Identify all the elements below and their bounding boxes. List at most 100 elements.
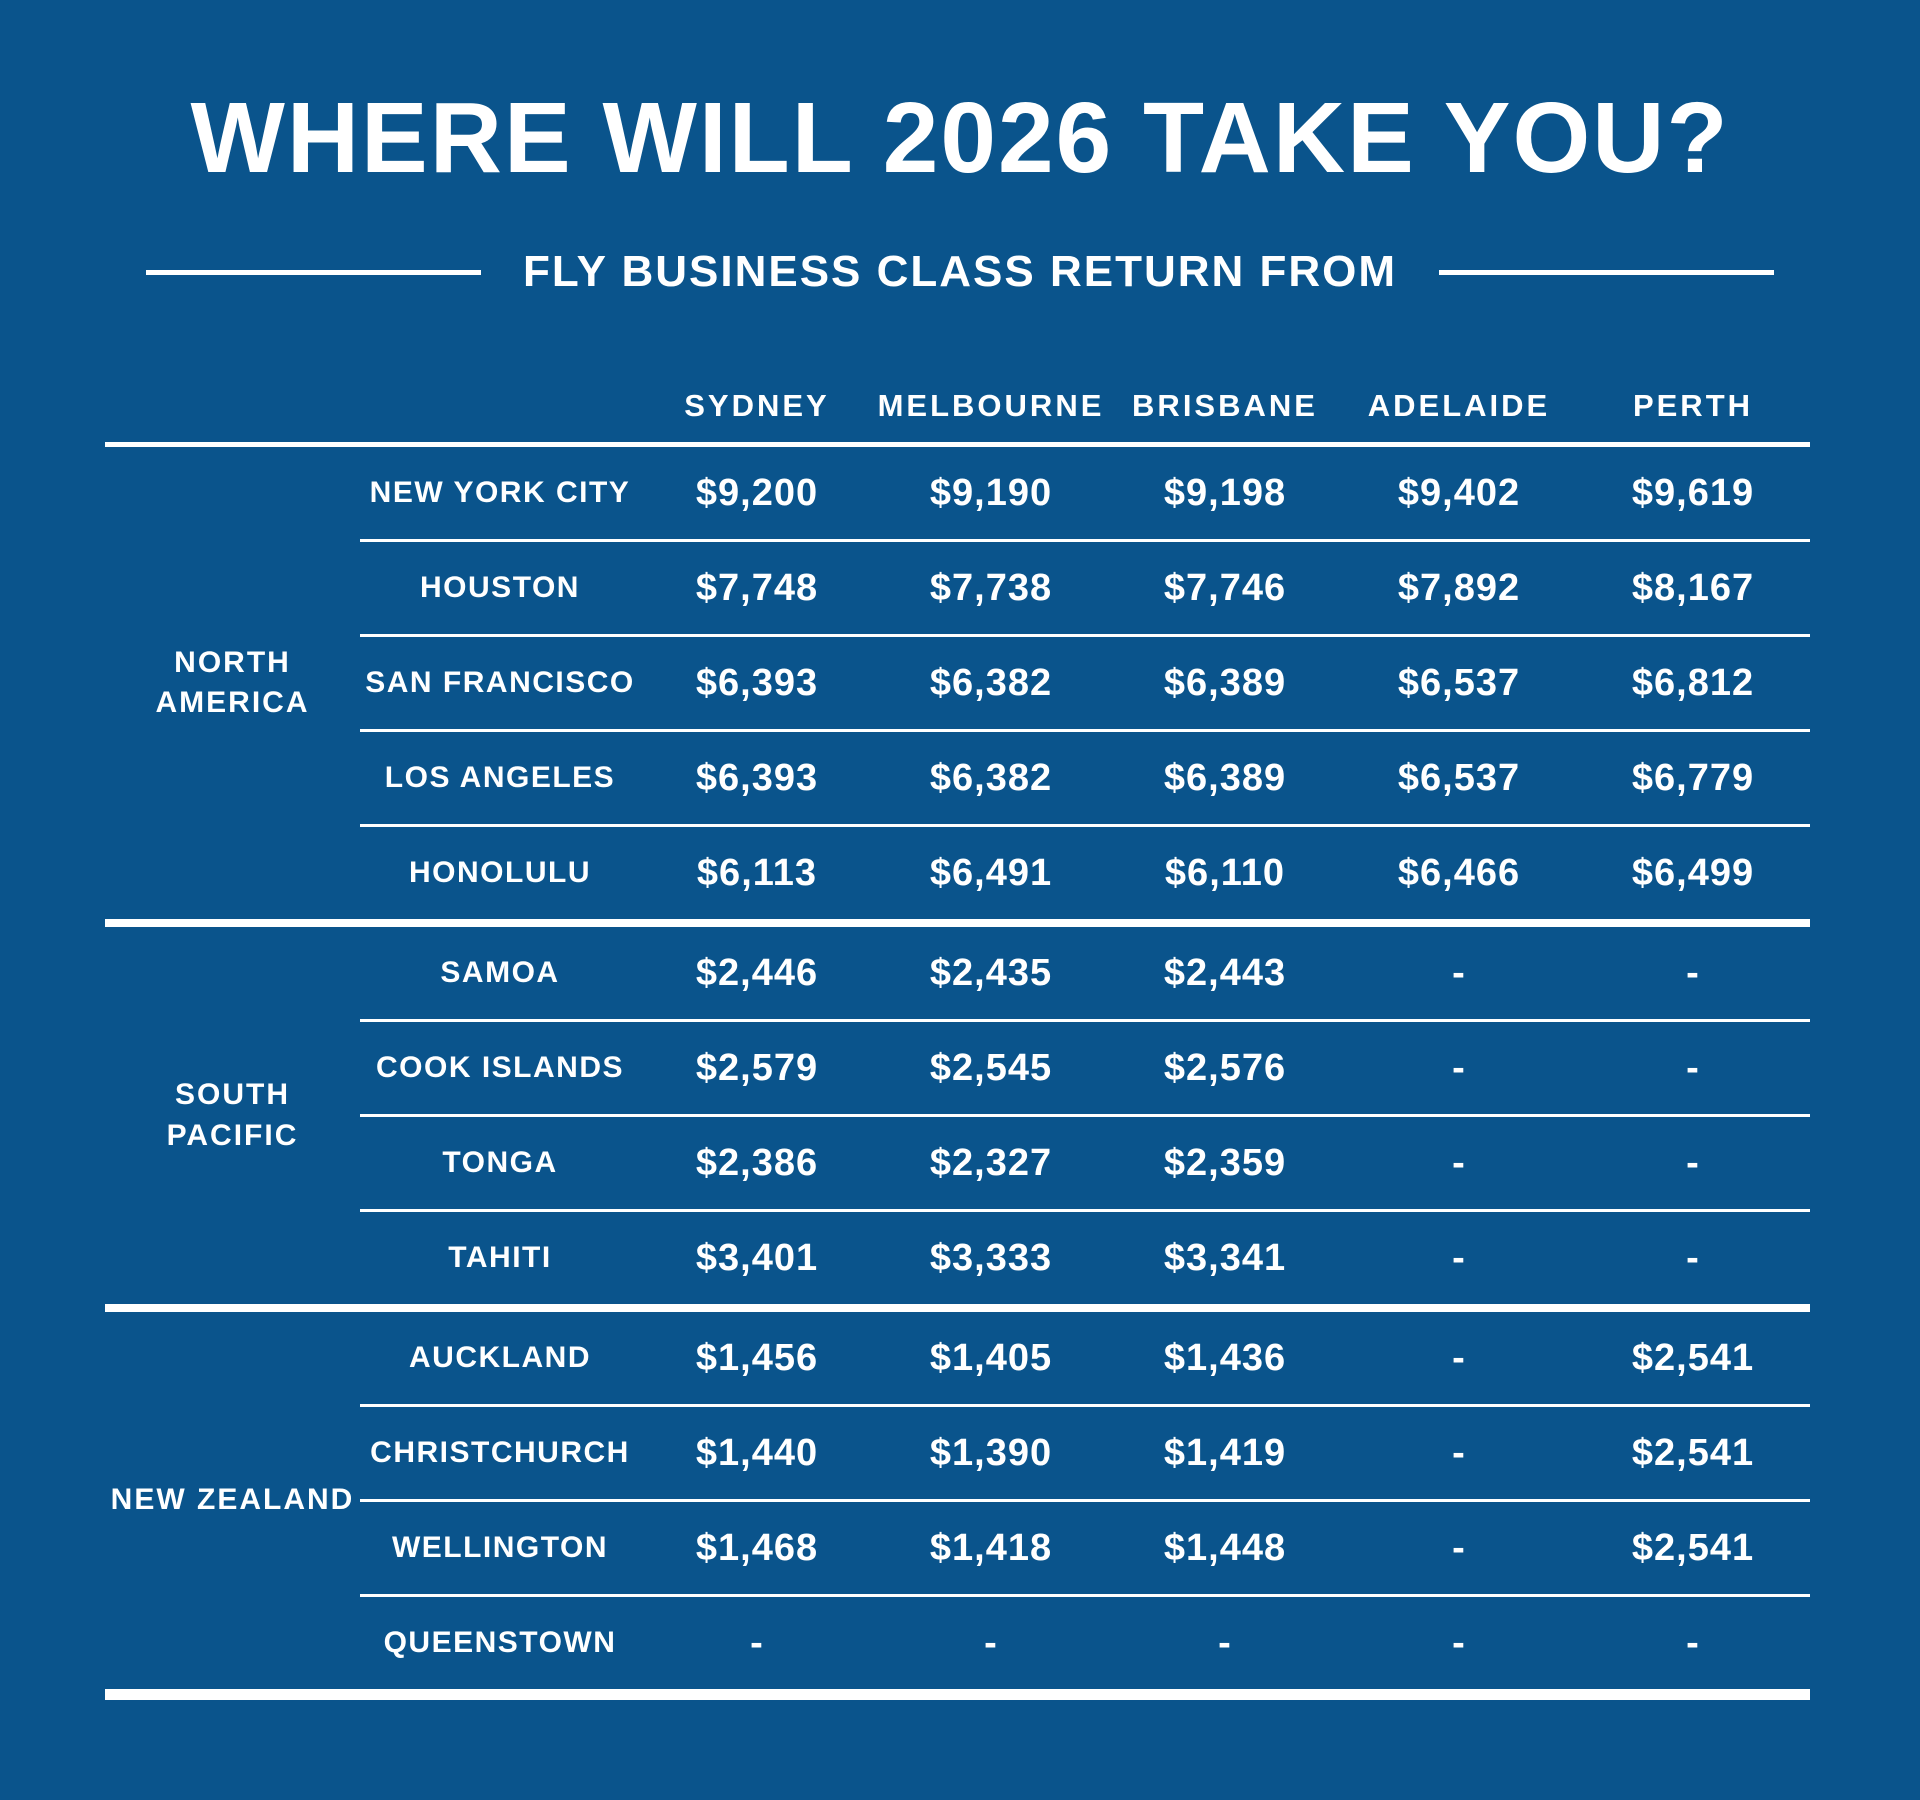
fare-queenstown-perth: - <box>1686 1621 1700 1664</box>
page-subtitle: FLY BUSINESS CLASS RETURN FROM <box>522 247 1398 296</box>
destination-label-tahiti: TAHITI <box>448 1241 552 1274</box>
fare-cook-islands-adelaide: - <box>1452 1046 1466 1089</box>
fare-row-queenstown: QUEENSTOWN - - - - - <box>360 1597 1810 1689</box>
fare-wellington-melbourne: $1,418 <box>929 1526 1053 1569</box>
destination-label-houston: HOUSTON <box>420 571 580 604</box>
fare-row-honolulu: HONOLULU $6,113 $6,491 $6,110 $6,466 $6,499 <box>360 827 1810 919</box>
region-label-new-zealand: NEW ZEALAND <box>110 1483 355 1517</box>
fare-tonga-melbourne: $2,327 <box>929 1141 1053 1184</box>
fare-tonga-adelaide: - <box>1452 1141 1466 1184</box>
destination-label-cook-islands: COOK ISLANDS <box>375 1051 624 1084</box>
fare-queenstown-sydney: - <box>750 1621 764 1664</box>
fare-san-francisco-perth: $6,812 <box>1631 661 1755 704</box>
fare-samoa-sydney: $2,446 <box>695 951 819 994</box>
fare-new-york-city-brisbane: $9,198 <box>1163 471 1287 514</box>
fare-christchurch-sydney: $1,440 <box>695 1431 819 1474</box>
group-separator-rule <box>105 1304 1810 1312</box>
fare-los-angeles-adelaide: $6,537 <box>1397 756 1521 799</box>
fare-houston-brisbane: $7,746 <box>1163 566 1287 609</box>
fare-tonga-sydney: $2,386 <box>695 1141 819 1184</box>
fare-los-angeles-brisbane: $6,389 <box>1163 756 1287 799</box>
fare-christchurch-perth: $2,541 <box>1631 1431 1755 1474</box>
region-rows-new-zealand: AUCKLAND $1,456 $1,405 $1,436 - $2,541 CHRISTC… <box>360 1312 1810 1689</box>
subtitle-right-rule <box>1439 269 1775 275</box>
fare-christchurch-brisbane: $1,419 <box>1163 1431 1287 1474</box>
destination-label-auckland: AUCKLAND <box>409 1341 591 1374</box>
fare-wellington-perth: $2,541 <box>1631 1526 1755 1569</box>
fare-tahiti-melbourne: $3,333 <box>929 1236 1053 1279</box>
bottom-rule <box>105 1689 1810 1700</box>
destination-label-wellington: WELLINGTON <box>391 1531 609 1564</box>
fare-row-samoa: SAMOA $2,446 $2,435 $2,443 - - <box>360 927 1810 1022</box>
fare-queenstown-adelaide: - <box>1452 1621 1466 1664</box>
fare-san-francisco-brisbane: $6,389 <box>1163 661 1287 704</box>
region-label-north-america: NORTH AMERICA <box>155 645 310 720</box>
fare-wellington-brisbane: $1,448 <box>1163 1526 1287 1569</box>
fare-row-tonga: TONGA $2,386 $2,327 $2,359 - - <box>360 1117 1810 1212</box>
fare-auckland-brisbane: $1,436 <box>1163 1336 1287 1379</box>
fare-queenstown-melbourne: - <box>984 1621 998 1664</box>
fare-houston-melbourne: $7,738 <box>929 566 1053 609</box>
destination-label-samoa: SAMOA <box>440 956 560 989</box>
group-separator-rule <box>105 919 1810 927</box>
fare-honolulu-adelaide: $6,466 <box>1397 851 1521 894</box>
fare-row-auckland: AUCKLAND $1,456 $1,405 $1,436 - $2,541 <box>360 1312 1810 1407</box>
header-rule <box>105 442 1810 447</box>
fare-auckland-perth: $2,541 <box>1631 1336 1755 1379</box>
fare-los-angeles-perth: $6,779 <box>1631 756 1755 799</box>
destination-label-san-francisco: SAN FRANCISCO <box>365 666 635 699</box>
fare-row-cook-islands: COOK ISLANDS $2,579 $2,545 $2,576 - - <box>360 1022 1810 1117</box>
fare-row-houston: HOUSTON $7,748 $7,738 $7,746 $7,892 $8,167 <box>360 542 1810 637</box>
origin-header-perth: PERTH <box>1632 388 1754 423</box>
subtitle-left-rule <box>145 269 481 275</box>
fare-row-san-francisco: SAN FRANCISCO $6,393 $6,382 $6,389 $6,537 $6,… <box>360 637 1810 732</box>
fare-samoa-perth: - <box>1686 951 1700 994</box>
fare-san-francisco-melbourne: $6,382 <box>929 661 1053 704</box>
fare-samoa-brisbane: $2,443 <box>1163 951 1287 994</box>
destination-label-new-york-city: NEW YORK CITY <box>369 476 631 509</box>
region-group-north-america: NORTH AMERICA NEW YORK CITY $9,200 $9,190 $9… <box>105 447 1810 919</box>
fare-tahiti-perth: - <box>1686 1236 1700 1279</box>
fare-tonga-perth: - <box>1686 1141 1700 1184</box>
fare-los-angeles-melbourne: $6,382 <box>929 756 1053 799</box>
fare-auckland-melbourne: $1,405 <box>929 1336 1053 1379</box>
fare-samoa-adelaide: - <box>1452 951 1466 994</box>
destination-label-christchurch: CHRISTCHURCH <box>370 1436 630 1469</box>
fare-tahiti-sydney: $3,401 <box>695 1236 819 1279</box>
fare-new-york-city-perth: $9,619 <box>1631 471 1755 514</box>
fare-wellington-adelaide: - <box>1452 1526 1466 1569</box>
origin-header-adelaide: ADELAIDE <box>1367 388 1551 423</box>
fare-row-tahiti: TAHITI $3,401 $3,333 $3,341 - - <box>360 1212 1810 1304</box>
origin-header-brisbane: BRISBANE <box>1132 388 1318 423</box>
fare-tonga-brisbane: $2,359 <box>1163 1141 1287 1184</box>
fare-new-york-city-melbourne: $9,190 <box>929 471 1053 514</box>
fare-christchurch-melbourne: $1,390 <box>929 1431 1053 1474</box>
fare-honolulu-perth: $6,499 <box>1631 851 1755 894</box>
region-label-south-pacific: SOUTH PACIFIC <box>166 1078 299 1152</box>
fare-new-york-city-sydney: $9,200 <box>695 471 819 514</box>
fare-christchurch-adelaide: - <box>1452 1431 1466 1474</box>
region-rows-south-pacific: SAMOA $2,446 $2,435 $2,443 - - COOK ISLANDS $2,… <box>360 927 1810 1304</box>
fare-san-francisco-sydney: $6,393 <box>695 661 819 704</box>
fare-houston-perth: $8,167 <box>1631 566 1755 609</box>
subtitle-row: FLY BUSINESS CLASS RETURN FROM <box>0 250 1920 294</box>
fare-cook-islands-sydney: $2,579 <box>695 1046 819 1089</box>
fare-cook-islands-brisbane: $2,576 <box>1163 1046 1287 1089</box>
fare-san-francisco-adelaide: $6,537 <box>1397 661 1521 704</box>
fare-auckland-adelaide: - <box>1452 1336 1466 1379</box>
fare-row-los-angeles: LOS ANGELES $6,393 $6,382 $6,389 $6,537 $6,77… <box>360 732 1810 827</box>
fare-auckland-sydney: $1,456 <box>695 1336 819 1379</box>
destination-label-los-angeles: LOS ANGELES <box>384 761 616 794</box>
table-body: NORTH AMERICA NEW YORK CITY $9,200 $9,190 $9… <box>105 447 1810 1689</box>
fare-houston-adelaide: $7,892 <box>1397 566 1521 609</box>
fare-queenstown-brisbane: - <box>1218 1621 1232 1664</box>
fare-table: SYDNEY MELBOURNE BRISBANE ADELAIDE PERTH NOR… <box>105 370 1810 1700</box>
origin-header-sydney: SYDNEY <box>684 388 830 423</box>
fare-honolulu-melbourne: $6,491 <box>929 851 1053 894</box>
fare-honolulu-brisbane: $6,110 <box>1164 851 1286 894</box>
fare-cook-islands-melbourne: $2,545 <box>929 1046 1053 1089</box>
region-rows-north-america: NEW YORK CITY $9,200 $9,190 $9,198 $9,402 $9,… <box>360 447 1810 919</box>
origin-header-melbourne: MELBOURNE <box>877 388 1105 423</box>
region-group-new-zealand: NEW ZEALAND AUCKLAND $1,456 $1,405 $1,436 - $2… <box>105 1312 1810 1689</box>
destination-label-tonga: TONGA <box>442 1146 558 1179</box>
